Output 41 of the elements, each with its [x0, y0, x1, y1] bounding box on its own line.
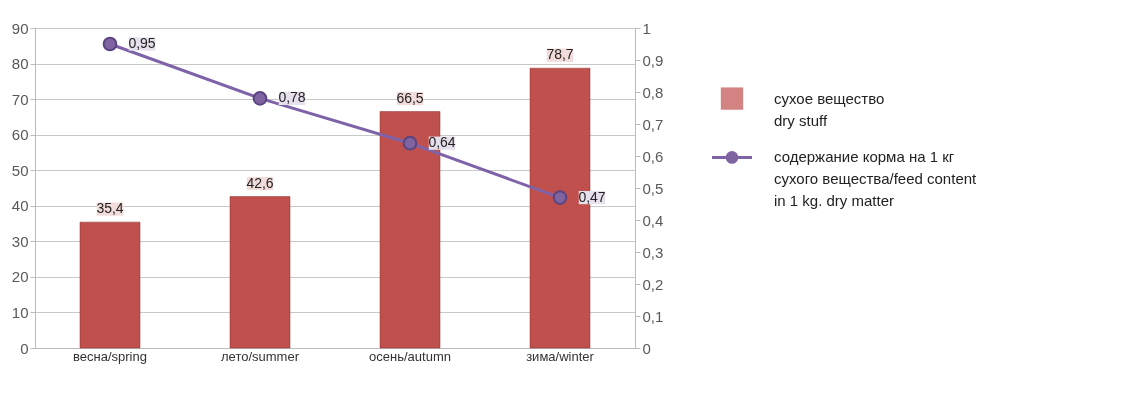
y-tick-label: 70 — [11, 90, 29, 108]
point — [102, 36, 118, 52]
x-tick-label: лето/summer — [221, 348, 300, 364]
y2-tick-label: 1 — [642, 19, 651, 37]
x-tick-label: осень/autumn — [369, 348, 451, 364]
data-label: 0,95 — [128, 35, 156, 51]
y2-tick-label: 0,9 — [642, 51, 664, 69]
point — [402, 135, 418, 151]
data-label: 0,47 — [578, 188, 606, 205]
point — [252, 91, 268, 106]
y2-tick-label: 0,1 — [642, 307, 664, 325]
data-label: 42,6 — [246, 174, 274, 191]
y2-tick-label: 0,5 — [642, 179, 664, 197]
y-tick-label: 10 — [11, 303, 29, 321]
y-tick-label: 20 — [11, 268, 29, 286]
legend-label: сухое вещество dry stuff — [774, 89, 885, 129]
y2-tick-label: 0,6 — [642, 147, 664, 165]
bar — [79, 221, 141, 349]
y2-tick-label: 0,2 — [642, 275, 664, 293]
y-tick-label: 90 — [11, 19, 29, 37]
y-tick-label: 60 — [11, 126, 29, 144]
data-label: 0,78 — [278, 89, 306, 106]
data-label: 35,4 — [96, 200, 124, 217]
y-tick-label: 30 — [11, 232, 29, 250]
y-tick-label: 80 — [11, 55, 29, 73]
x-tick-label: весна/spring — [73, 348, 147, 364]
x-tick-label: зима/winter — [526, 348, 595, 364]
y-tick-label: 50 — [11, 161, 29, 179]
data-label: 0,64 — [428, 134, 456, 151]
data-label: 78,7 — [546, 46, 574, 63]
y2-tick-label: 0 — [642, 339, 651, 357]
y2-tick-label: 0,3 — [642, 243, 664, 261]
y2-tick-label: 0,4 — [642, 211, 664, 229]
y-tick-label: 0 — [20, 339, 29, 357]
y2-tick-label: 0,8 — [642, 83, 664, 101]
data-label: 66,5 — [396, 89, 424, 106]
y-tick-label: 40 — [11, 197, 29, 215]
point — [552, 190, 568, 205]
legend-label: содержание корма на 1 кг сухого вещества/feed content in 1 kg. dry matter — [774, 148, 978, 210]
y2-tick-label: 0,7 — [642, 115, 664, 133]
bar — [229, 196, 291, 349]
